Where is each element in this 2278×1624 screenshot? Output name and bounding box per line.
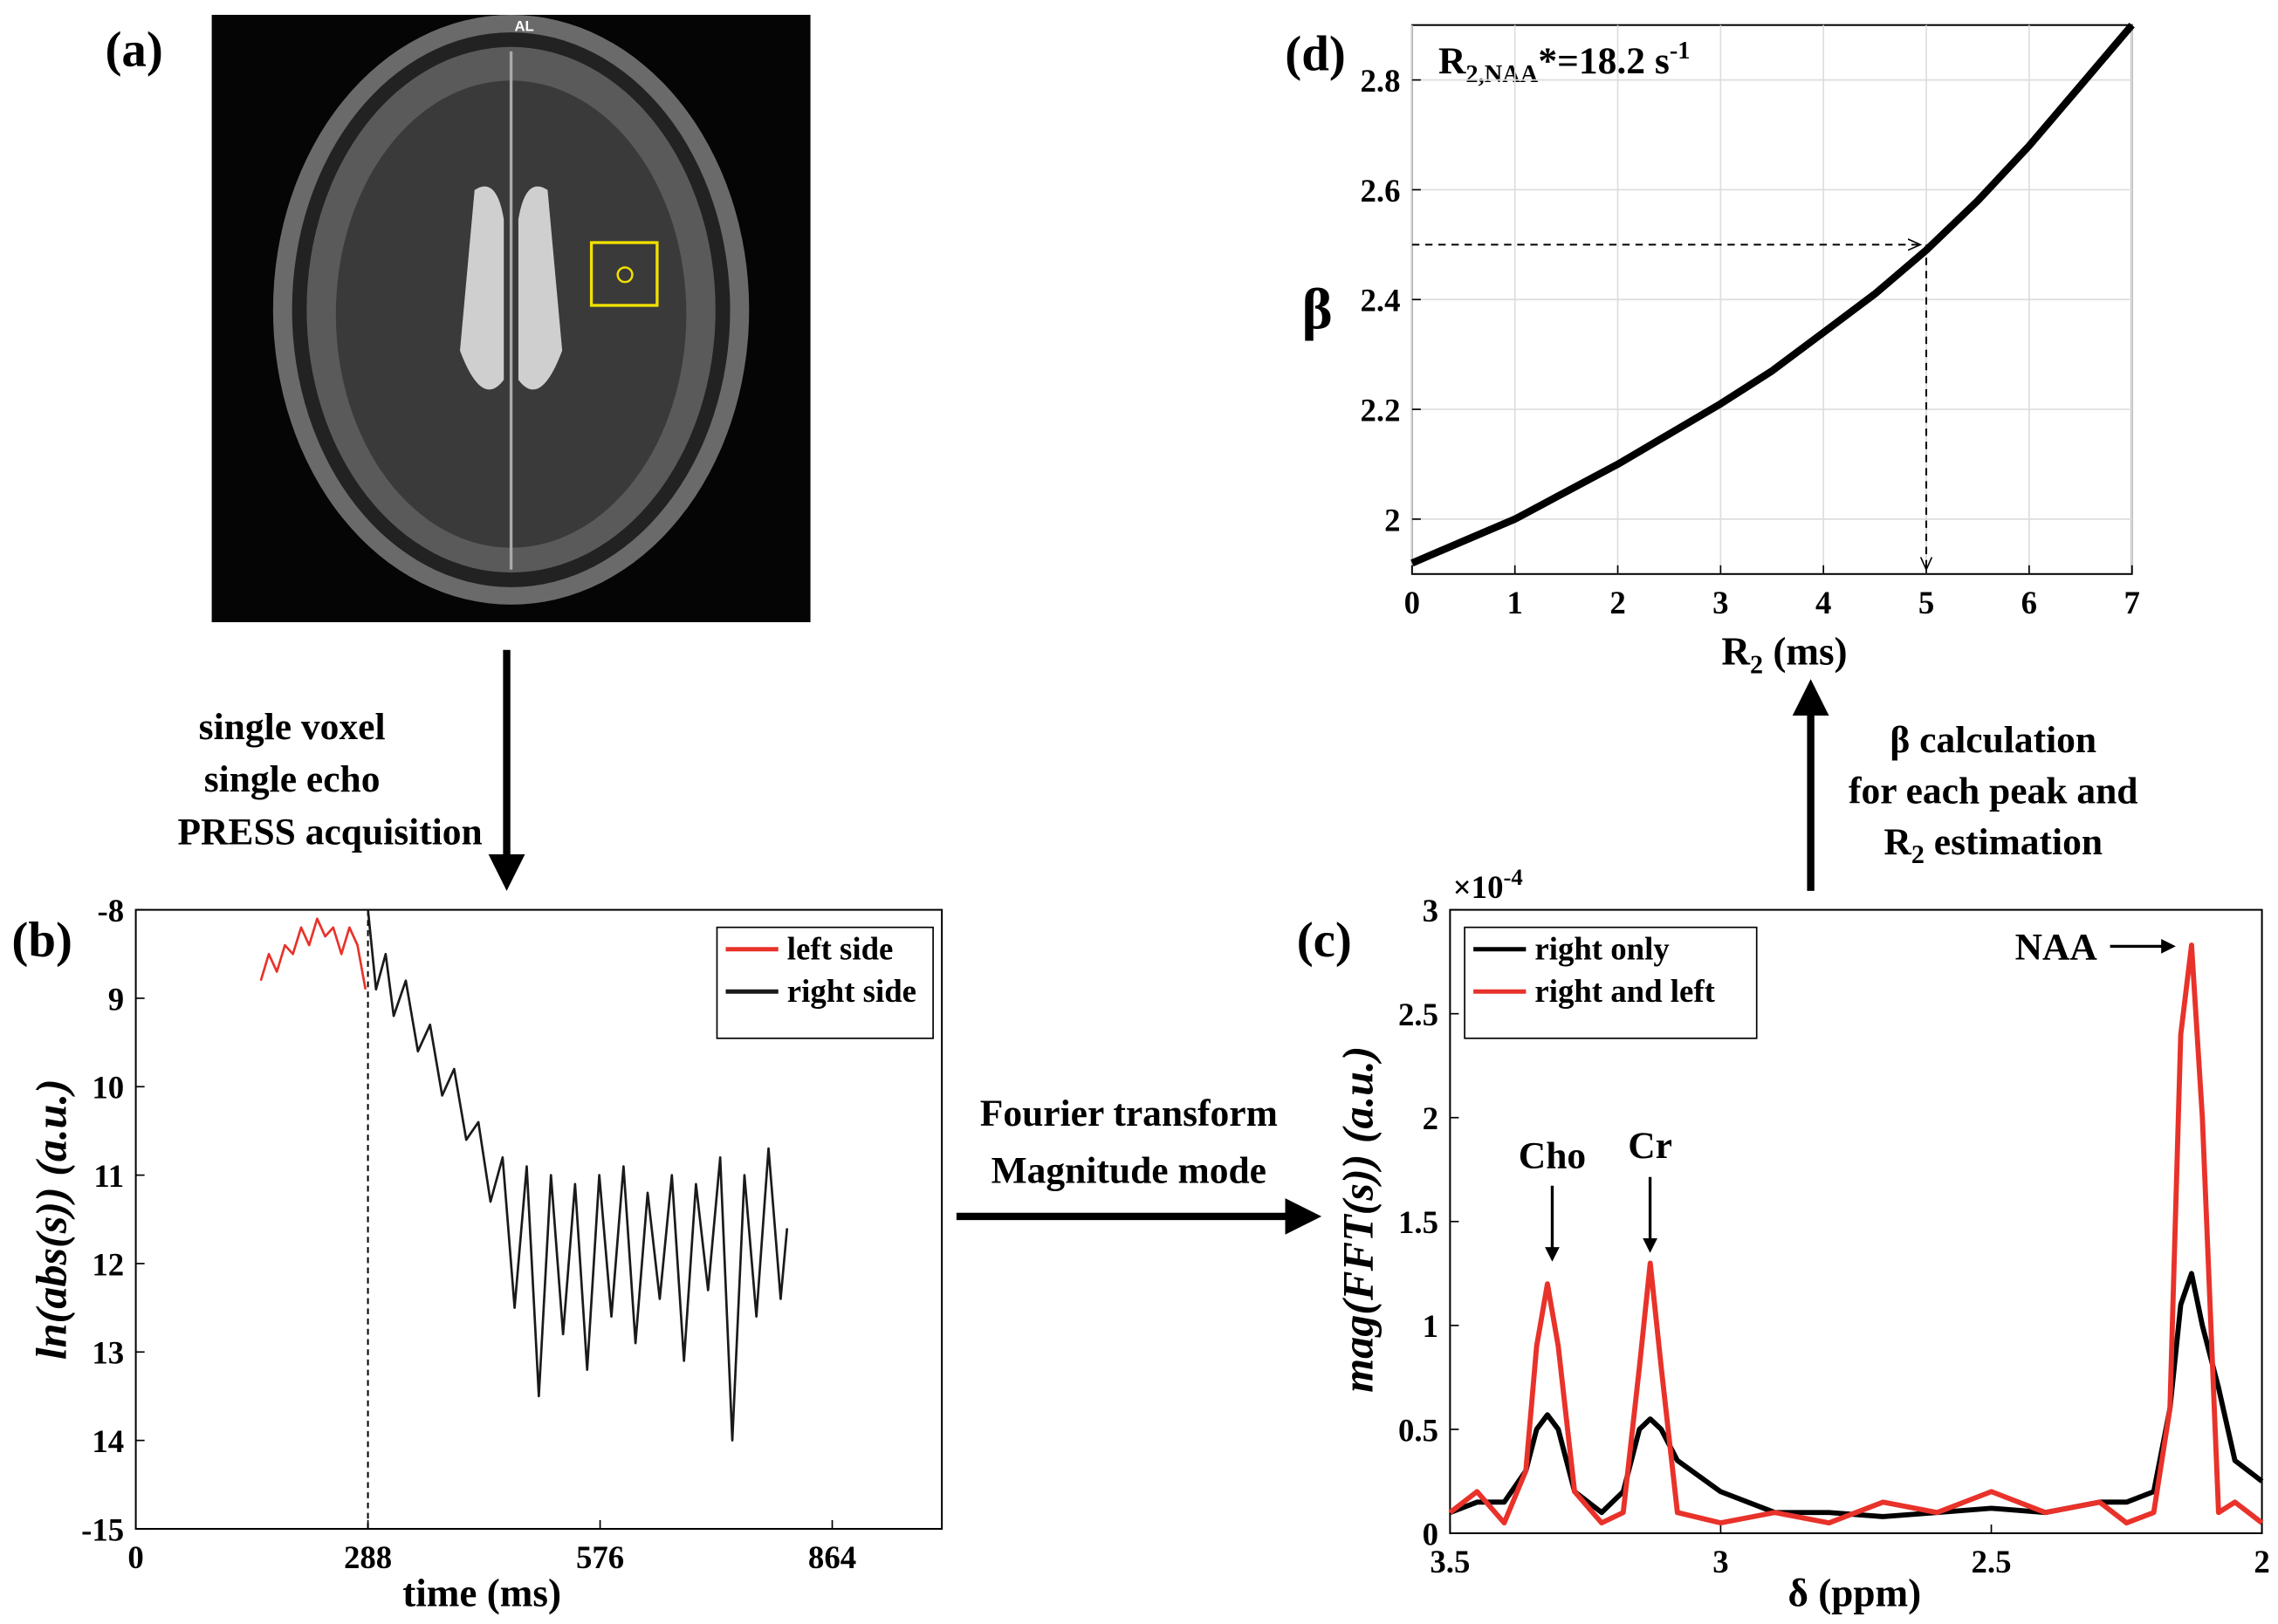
- y-tick-label: -15: [81, 1511, 124, 1547]
- x-axis-label: δ (ppm): [1787, 1572, 1921, 1615]
- y-axis-label: ln(abs(s)) (a.u.): [26, 1079, 75, 1360]
- image-label: AL: [514, 17, 533, 34]
- y-tick-label: 3: [1423, 893, 1438, 928]
- legend-label: right and left: [1534, 973, 1715, 1009]
- annotation: for each peak and: [1849, 770, 2138, 812]
- x-tick-label: 864: [808, 1539, 856, 1575]
- x-tick-label: 2: [1609, 585, 1625, 620]
- x-axis-label: time (ms): [402, 1572, 561, 1615]
- x-tick-label: 4: [1815, 585, 1831, 620]
- annotation: R2 estimation: [1883, 821, 2103, 869]
- annotation: Fourier transform: [980, 1093, 1278, 1134]
- x-tick-label: 6: [2021, 585, 2037, 620]
- series-line: [1410, 23, 2135, 567]
- y-tick-label: 2.4: [1360, 283, 1400, 319]
- y-tick-label: 0: [1423, 1516, 1438, 1552]
- y-tick-label: 12: [92, 1246, 124, 1282]
- y-tick-label: 10: [92, 1070, 124, 1106]
- y-tick-label: 11: [93, 1158, 124, 1194]
- y-tick-label: 2.2: [1360, 392, 1400, 428]
- panel-label: (a): [105, 23, 162, 78]
- y-axis-label: mag(FFT(s)) (a.u.): [1334, 1046, 1383, 1393]
- panel-label: (d): [1285, 27, 1346, 82]
- series-line: [259, 917, 367, 990]
- legend-label: right only: [1534, 930, 1670, 966]
- peak-label: Cho: [1519, 1135, 1586, 1177]
- series-line: [1448, 942, 2264, 1526]
- annotation: Magnitude mode: [991, 1149, 1266, 1191]
- annotation: single echo: [204, 758, 381, 800]
- y-tick-label: 9: [108, 981, 124, 1017]
- y-tick-label: 14: [92, 1423, 124, 1459]
- peak-label: Cr: [1628, 1125, 1672, 1167]
- x-tick-label: 0: [127, 1539, 143, 1575]
- x-tick-label: 7: [2124, 585, 2139, 620]
- x-tick-label: 3.5: [1430, 1544, 1470, 1579]
- y-tick-label: 2: [1384, 502, 1400, 538]
- y-tick-label: 2: [1423, 1100, 1438, 1136]
- annotation: β calculation: [1890, 719, 2096, 761]
- y-tick-label: 13: [92, 1335, 124, 1371]
- x-tick-label: 288: [344, 1539, 392, 1575]
- chart-annotation: R2,NAA*=18.2 s-1: [1438, 38, 1691, 88]
- y-tick-label: 2.5: [1398, 997, 1438, 1032]
- y-tick-label: 0.5: [1398, 1412, 1438, 1448]
- y-axis-label: β: [1301, 278, 1332, 342]
- legend-box: [716, 926, 934, 1039]
- annotation: PRESS acquisition: [177, 811, 482, 853]
- panel-label: (c): [1297, 913, 1352, 968]
- plot-frame: [134, 908, 943, 1530]
- x-tick-label: 0: [1404, 585, 1420, 620]
- x-tick-label: 2: [2254, 1544, 2269, 1579]
- x-tick-label: 3: [1712, 585, 1728, 620]
- x-tick-label: 5: [1918, 585, 1934, 620]
- legend-box: [1464, 926, 1758, 1039]
- series-line: [367, 909, 789, 1442]
- y-tick-label: 1: [1423, 1308, 1438, 1344]
- x-tick-label: 2.5: [1972, 1544, 2012, 1579]
- legend-label: right side: [787, 973, 916, 1009]
- y-tick-label: 2.6: [1360, 173, 1400, 209]
- legend-label: left side: [787, 930, 894, 966]
- x-tick-label: 1: [1506, 585, 1522, 620]
- annotation: single voxel: [199, 706, 386, 748]
- mri-image: AL: [211, 15, 811, 622]
- panel-label: (b): [11, 913, 72, 968]
- y-tick-label: 1.5: [1398, 1204, 1438, 1240]
- x-axis-label: R2 (ms): [1721, 630, 1847, 680]
- y-tick-label: 2.8: [1360, 63, 1400, 99]
- axis-exponent: ×10-4: [1453, 864, 1523, 905]
- peak-label: NAA: [2015, 926, 2098, 968]
- x-tick-label: 576: [576, 1539, 624, 1575]
- x-tick-label: 3: [1712, 1544, 1728, 1579]
- y-tick-label: -8: [98, 893, 125, 928]
